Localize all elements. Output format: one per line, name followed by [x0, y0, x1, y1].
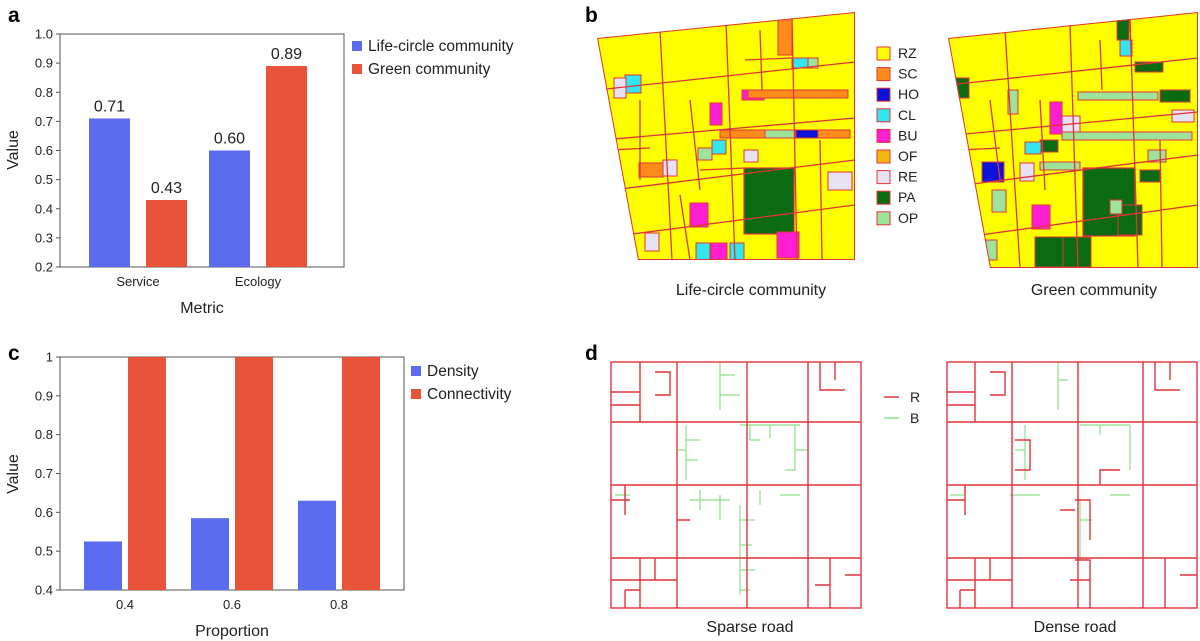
bar-value-label: 0.89 — [271, 46, 302, 63]
panel-letter-d: d — [585, 342, 598, 365]
land-use-swatch-cl — [876, 108, 891, 123]
land-use-swatch-of — [876, 149, 891, 164]
caption-sparse-road: Sparse road — [706, 619, 793, 636]
land-use-label-bu: BU — [898, 127, 917, 143]
ytick-label: 0.6 — [35, 505, 53, 520]
ytick-label: 0.7 — [35, 114, 53, 129]
xtick-label: 0.4 — [116, 597, 134, 612]
bar-density — [84, 541, 122, 590]
ytick-label: 0.4 — [35, 583, 53, 598]
legend-swatch-green — [352, 64, 362, 74]
ytick-label: 0.2 — [35, 260, 53, 275]
ytick-label: 0.5 — [35, 544, 53, 559]
land-use-label-sc: SC — [898, 66, 917, 82]
panel-letter-b: b — [585, 4, 598, 27]
bar-value-label: 0.60 — [214, 131, 245, 148]
land-use-swatch-re — [876, 170, 891, 185]
chart-a-ylabel: Value — [5, 130, 22, 170]
ytick-label: 0.3 — [35, 230, 53, 245]
legend-label-green: Green community — [368, 61, 491, 78]
road-map-dense — [946, 361, 1198, 609]
ytick-label: 0.6 — [35, 143, 53, 158]
land-use-swatch-ho — [876, 87, 891, 102]
land-use-label-rz: RZ — [898, 45, 917, 61]
land-use-swatch-sc — [876, 67, 891, 82]
bar-life-circle-community — [209, 150, 250, 267]
panel-letter-c: c — [8, 342, 20, 365]
land-use-swatch-rz — [876, 46, 891, 61]
ytick-label: 0.9 — [35, 388, 53, 403]
land-use-label-cl: CL — [898, 107, 916, 123]
xtick-label: Service — [116, 274, 159, 289]
land-use-map-life-circle — [597, 12, 855, 260]
ytick-label: 0.8 — [35, 427, 53, 442]
ytick-label: 0.5 — [35, 172, 53, 187]
road-map-sparse — [610, 361, 862, 609]
land-use-swatch-op — [876, 211, 891, 226]
land-use-label-ho: HO — [898, 86, 919, 102]
land-use-label-pa: PA — [898, 189, 916, 205]
road-legend-r-label: R — [910, 389, 920, 405]
bar-green-community — [266, 66, 307, 267]
chart-a: 0.2 0.3 0.4 0.5 0.6 0.7 0.8 0.9 1.0 Service 0.71 0.… — [5, 27, 514, 318]
bar-density — [191, 518, 229, 590]
chart-c: 0.40.50.60.70.80.910.4 0.6 0.8 Proportion … — [5, 350, 512, 641]
bar-density — [298, 500, 336, 590]
ytick-label: 1 — [46, 350, 53, 365]
legend-label-connectivity: Connectivity — [427, 386, 512, 403]
bar-value-label: 0.43 — [151, 180, 182, 197]
bar-green-community — [146, 200, 187, 267]
bar-connectivity — [342, 357, 380, 590]
ytick-label: 0.4 — [35, 201, 53, 216]
panel-letter-a: a — [8, 4, 20, 27]
land-use-swatch-pa — [876, 190, 891, 205]
xtick-label: 0.8 — [330, 597, 348, 612]
ytick-label: 0.9 — [35, 56, 53, 71]
legend-swatch-life-circle — [352, 41, 362, 51]
bar-life-circle-community — [89, 118, 130, 268]
land-use-map-green — [948, 12, 1198, 268]
legend-swatch-connectivity — [411, 389, 421, 399]
land-use-swatch-bu — [876, 128, 891, 143]
caption-green-community: Green community — [1031, 282, 1157, 299]
xtick-label: Ecology — [235, 274, 282, 289]
chart-a-xlabel: Metric — [180, 300, 224, 317]
bar-value-label: 0.71 — [94, 98, 125, 115]
ytick-label: 1.0 — [35, 27, 53, 42]
legend-label-density: Density — [427, 363, 479, 380]
bar-connectivity — [128, 357, 166, 590]
land-use-label-re: RE — [898, 169, 917, 185]
road-legend-b-label: B — [910, 410, 919, 426]
chart-c-xlabel: Proportion — [195, 623, 269, 640]
land-use-legend: RZ SC HO CL BU OF RE PA OP — [876, 45, 919, 226]
caption-life-circle-community: Life-circle community — [676, 282, 826, 299]
caption-dense-road: Dense road — [1034, 619, 1117, 636]
legend-swatch-density — [411, 366, 421, 376]
chart-c-ylabel: Value — [5, 454, 22, 494]
ytick-label: 0.8 — [35, 85, 53, 100]
bar-connectivity — [235, 357, 273, 590]
land-use-label-op: OP — [898, 210, 918, 226]
land-use-label-of: OF — [898, 148, 917, 164]
legend-label-life-circle: Life-circle community — [368, 38, 514, 55]
ytick-label: 0.7 — [35, 466, 53, 481]
xtick-label: 0.6 — [223, 597, 241, 612]
